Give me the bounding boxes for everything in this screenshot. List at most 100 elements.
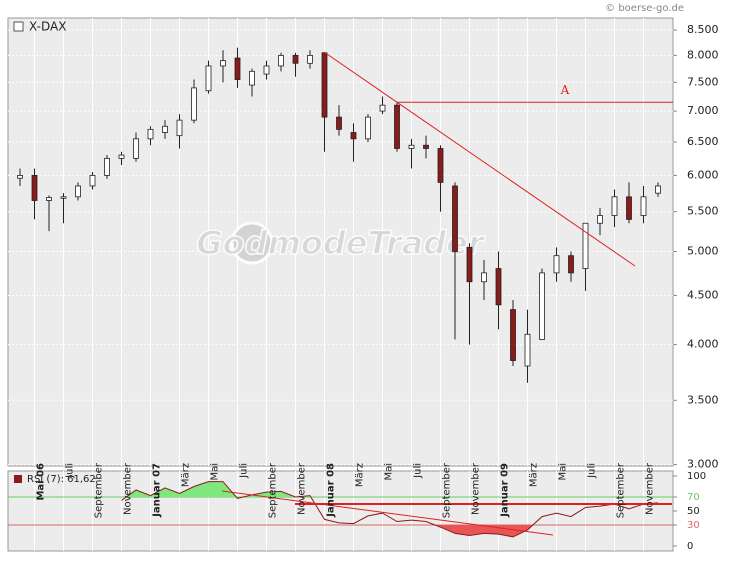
candle-body	[176, 119, 183, 137]
candle-body	[133, 138, 139, 159]
y-tick-label: 0	[687, 541, 693, 552]
candle-body	[350, 132, 357, 140]
y-tick-label: 50	[687, 506, 700, 517]
candle-body	[452, 185, 458, 252]
candle-body	[17, 175, 23, 179]
rsi-fill-low	[121, 525, 658, 537]
candle-body	[437, 148, 444, 183]
candle-body	[611, 196, 618, 216]
rsi-fill-high	[121, 481, 658, 497]
source: © boerse-go.de	[605, 3, 684, 14]
candle-body	[263, 65, 270, 75]
candle-body	[89, 175, 96, 187]
candle-body	[321, 52, 328, 118]
candle-body	[539, 272, 545, 340]
x-tick-label: September	[268, 462, 279, 518]
y-tick-label: 6.000	[687, 168, 719, 181]
x-tick-label: Januar 08	[326, 463, 337, 518]
candle-body	[104, 157, 110, 176]
x-tick-label: März	[529, 463, 540, 487]
candle-body	[336, 116, 342, 130]
y-tick-label: 100	[687, 471, 706, 482]
candle-body	[162, 125, 168, 133]
rsi-panel	[7, 470, 674, 552]
candle-body	[147, 128, 154, 140]
x-tick-label: März	[355, 463, 366, 487]
candle-body	[75, 185, 81, 198]
candle-body	[60, 196, 67, 199]
candle-body	[220, 60, 226, 67]
y-tick-label: 6.500	[687, 135, 719, 148]
x-tick-label: September	[616, 462, 627, 518]
candle-body	[118, 154, 125, 159]
candle-body	[205, 65, 212, 92]
x-tick-label: Mai 06	[36, 463, 47, 501]
x-tick-label: Juli	[413, 463, 424, 479]
watermark: GodmodeTrader	[196, 221, 487, 265]
candle-body	[495, 268, 502, 306]
x-tick-label: Juli	[587, 463, 598, 479]
candle-body	[379, 104, 386, 112]
candle-body	[481, 272, 487, 283]
y-tick-label: 8.000	[687, 48, 719, 61]
candle-body	[46, 197, 52, 201]
x-tick-label: Januar 07	[152, 463, 163, 518]
y-tick-label: 30	[687, 520, 700, 531]
candle-body	[524, 333, 531, 367]
candle-body	[568, 255, 574, 274]
y-tick-label: 7.500	[687, 75, 719, 88]
y-tick-label: 4.500	[687, 288, 719, 301]
y-tick-label: 5.500	[687, 205, 719, 218]
x-tick-label: Mai	[384, 463, 395, 481]
x-tick-label: Mai	[210, 463, 221, 481]
price-panel	[7, 17, 674, 467]
x-tick-label: September	[442, 462, 453, 518]
candle-body	[278, 54, 284, 67]
legend-swatch	[13, 21, 24, 32]
x-tick-label: Juli	[239, 463, 250, 479]
candle-body	[394, 104, 400, 149]
candle-body	[408, 144, 415, 149]
trend-line	[323, 51, 636, 267]
candle-body	[307, 54, 313, 64]
y-tick-label: 3.500	[687, 393, 719, 406]
candle-body	[626, 196, 632, 220]
x-tick-label: November	[645, 462, 656, 515]
candle-body	[292, 54, 299, 64]
candle-body	[510, 309, 516, 361]
candle-body	[640, 196, 647, 216]
x-tick-label: November	[471, 462, 482, 515]
candle-body	[553, 255, 560, 274]
y-tick-label: 5.000	[687, 244, 719, 257]
x-tick-label: Januar 09	[500, 463, 511, 518]
legend-label: X-DAX	[29, 20, 66, 34]
y-tick-label: 70	[687, 492, 700, 503]
candle-body	[191, 87, 197, 121]
x-tick-label: November	[297, 462, 308, 515]
y-tick-label: 3.000	[687, 458, 719, 471]
candle-body	[582, 222, 589, 269]
rsi-legend-label: RSI (7): 61,62	[27, 474, 96, 485]
y-tick-label: 4.000	[687, 338, 719, 351]
rsi-line	[121, 481, 659, 538]
x-tick-label: März	[181, 463, 192, 487]
x-tick-label: September	[94, 462, 105, 518]
x-tick-label: Juli	[65, 463, 76, 479]
x-tick-label: Mai	[558, 463, 569, 481]
x-tick-label: November	[123, 462, 134, 515]
candle-body	[466, 246, 473, 283]
candle-body	[423, 144, 429, 149]
candle-body	[655, 185, 661, 194]
candle-body	[365, 116, 371, 140]
rsi-trend-line	[221, 490, 554, 536]
y-tick-label: 8.500	[687, 23, 719, 36]
annotation-label: A	[560, 83, 570, 97]
candle-body	[234, 57, 241, 80]
candle-body	[597, 215, 603, 224]
rsi-legend-swatch	[14, 475, 22, 483]
watermark-text: GodmodeTrader	[196, 224, 485, 262]
candle-body	[249, 70, 255, 86]
candle-body	[31, 175, 38, 201]
